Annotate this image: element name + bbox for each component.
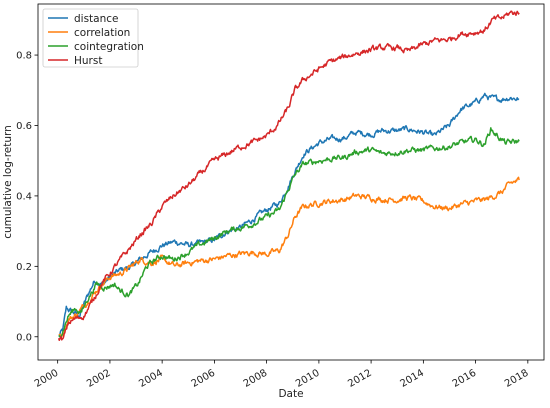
y-tick-label: 0.0 [16,332,32,343]
y-tick-label: 0.4 [16,191,32,202]
x-axis-title: Date [278,388,303,400]
legend-label-hurst: Hurst [74,55,102,67]
plot-lines [57,10,520,342]
y-tick-label: 0.8 [16,51,32,62]
series-line-correlation [58,176,520,338]
y-tick-label: 0.6 [16,121,32,132]
legend-label-correlation: correlation [74,27,130,39]
legend-label-distance: distance [74,13,119,25]
legend-items: distance correlation cointegration Hurst [48,13,144,67]
y-tick-label: 0.2 [16,262,32,273]
series-line-hurst [57,10,520,342]
y-axis: 0.0 0.2 0.4 0.6 0.8 [16,51,38,343]
y-axis-title: cumulative log-return [2,125,14,239]
series-line-cointegration [58,127,520,339]
plot-frame [37,3,545,361]
legend-label-cointegration: cointegration [74,41,144,53]
legend-box [42,8,139,68]
legend: distance correlation cointegration Hurst [42,8,144,68]
